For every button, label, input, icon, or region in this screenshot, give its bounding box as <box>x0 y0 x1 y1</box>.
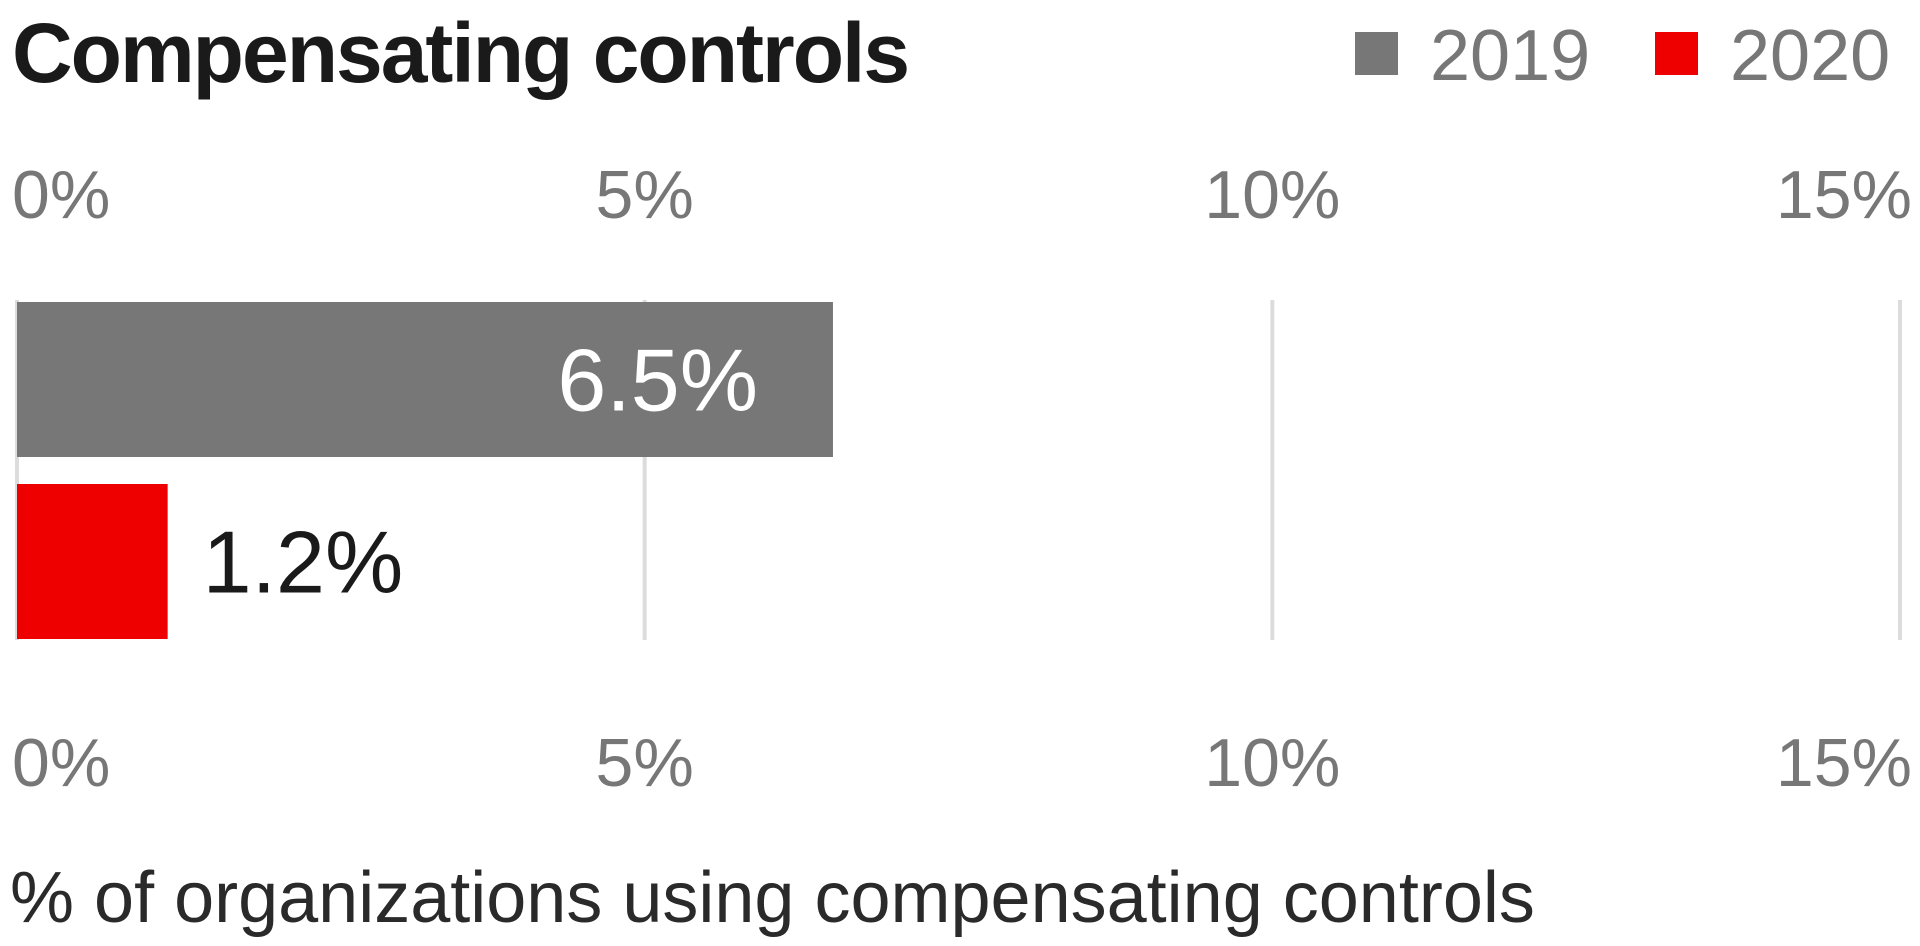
legend: 2019 2020 <box>1355 16 1890 96</box>
legend-swatch-2019 <box>1355 32 1398 75</box>
tick-label-top-1: 5% <box>596 157 694 233</box>
data-label-2019: 6.5% <box>557 331 758 430</box>
tick-label-bottom-2: 10% <box>1204 725 1340 801</box>
bars: 6.5% 1.2% <box>17 302 833 639</box>
bar-2020 <box>17 484 168 639</box>
legend-label-2020: 2020 <box>1730 16 1890 96</box>
x-axis-label: % of organizations using compensating co… <box>10 858 1535 938</box>
x-axis-ticks-top: 0% 5% 10% 15% <box>12 157 1912 233</box>
tick-label-top-2: 10% <box>1204 157 1340 233</box>
tick-label-top-3: 15% <box>1776 157 1912 233</box>
bar-2019 <box>17 302 833 457</box>
tick-label-bottom-1: 5% <box>596 725 694 801</box>
tick-label-bottom-0: 0% <box>12 725 110 801</box>
chart-title: Compensating controls <box>12 6 908 100</box>
tick-label-bottom-3: 15% <box>1776 725 1912 801</box>
legend-swatch-2020 <box>1655 32 1698 75</box>
tick-label-top-0: 0% <box>12 157 110 233</box>
legend-label-2019: 2019 <box>1430 16 1590 96</box>
data-label-2020: 1.2% <box>203 513 404 612</box>
x-axis-ticks-bottom: 0% 5% 10% 15% <box>12 725 1912 801</box>
